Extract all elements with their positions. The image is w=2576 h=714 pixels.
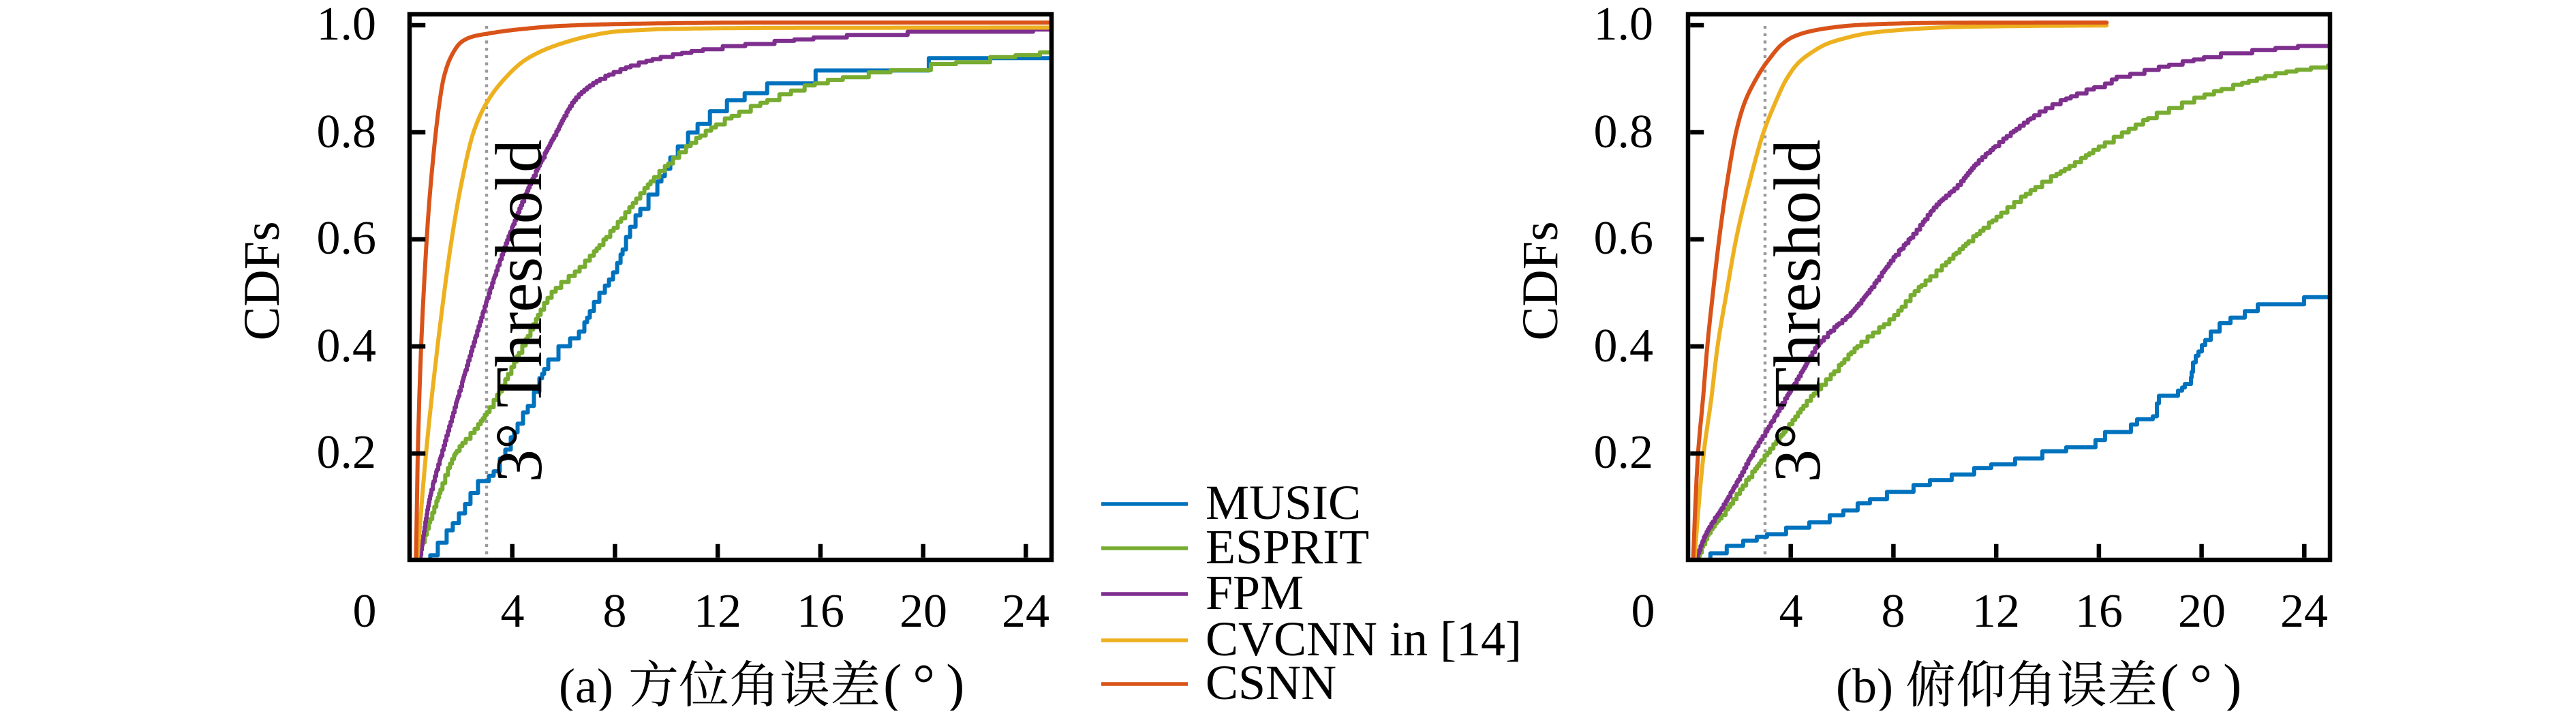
svg-text:0: 0 — [1631, 585, 1655, 638]
svg-text:(b): (b) — [1836, 659, 1893, 711]
svg-text:3° Threshold: 3° Threshold — [482, 139, 555, 482]
svg-text:CDFs: CDFs — [1512, 221, 1569, 340]
svg-text:3° Threshold: 3° Threshold — [1761, 139, 1834, 482]
svg-text:16: 16 — [2075, 585, 2123, 638]
svg-text:12: 12 — [1972, 585, 2020, 638]
svg-text:FPM: FPM — [1206, 565, 1304, 620]
svg-text:MUSIC: MUSIC — [1206, 475, 1361, 530]
svg-text:4: 4 — [1779, 585, 1803, 638]
svg-text:0.2: 0.2 — [317, 426, 377, 479]
svg-text:12: 12 — [694, 585, 741, 638]
svg-text:(a): (a) — [559, 659, 613, 711]
svg-text:20: 20 — [2178, 585, 2226, 638]
svg-text:24: 24 — [2280, 585, 2328, 638]
svg-text:(°): (°) — [2160, 653, 2252, 711]
svg-text:ESPRIT: ESPRIT — [1206, 520, 1369, 574]
svg-text:20: 20 — [900, 585, 947, 638]
svg-text:0: 0 — [353, 585, 377, 638]
svg-text:8: 8 — [1882, 585, 1905, 638]
svg-text:CSNN: CSNN — [1206, 655, 1336, 710]
svg-text:4: 4 — [501, 585, 525, 638]
svg-text:(°): (°) — [883, 653, 975, 711]
svg-text:0.6: 0.6 — [317, 212, 377, 265]
svg-text:CDFs: CDFs — [234, 221, 290, 340]
svg-text:0.8: 0.8 — [1594, 106, 1654, 158]
svg-text:16: 16 — [797, 585, 844, 638]
svg-text:8: 8 — [603, 585, 627, 638]
svg-text:0.4: 0.4 — [317, 320, 377, 372]
svg-text:1.0: 1.0 — [317, 0, 377, 50]
svg-text:0.4: 0.4 — [1594, 320, 1654, 372]
svg-text:CVCNN in [14]: CVCNN in [14] — [1206, 612, 1522, 666]
svg-text:24: 24 — [1002, 585, 1049, 638]
svg-text:0.8: 0.8 — [317, 106, 377, 158]
svg-text:0.2: 0.2 — [1594, 426, 1654, 479]
svg-text:1.0: 1.0 — [1594, 0, 1654, 50]
svg-text:0.6: 0.6 — [1594, 212, 1654, 265]
